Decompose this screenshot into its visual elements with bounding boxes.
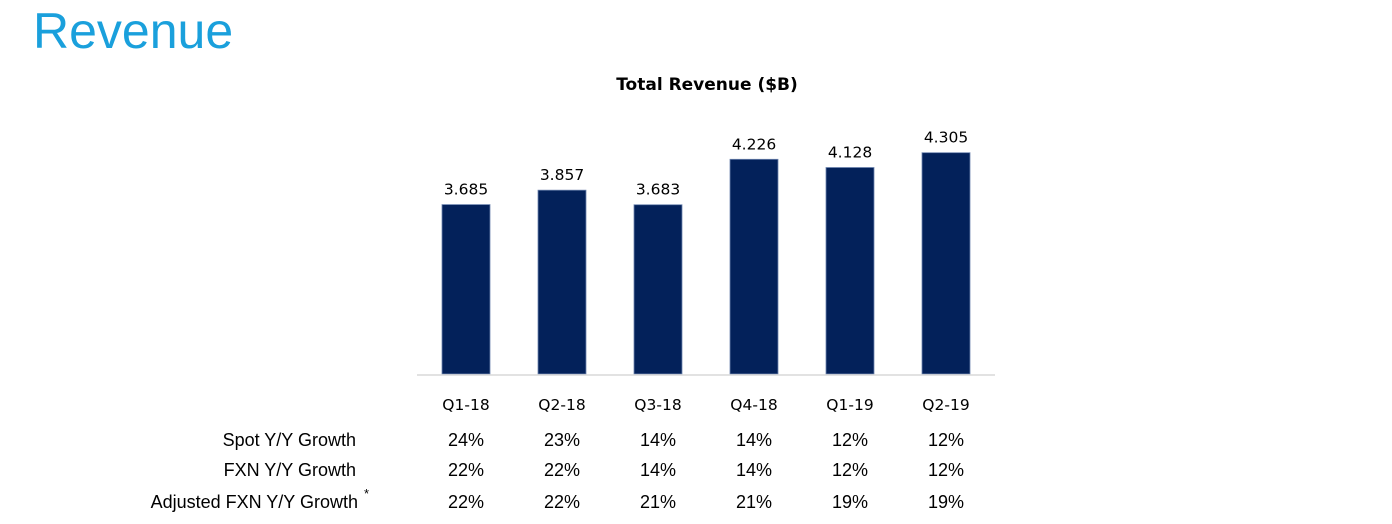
table-cell: 14% bbox=[640, 460, 676, 480]
x-tick-label: Q1-18 bbox=[442, 396, 489, 414]
table-cell: 14% bbox=[736, 430, 772, 450]
bar-q2-18 bbox=[537, 189, 587, 375]
x-tick-label: Q1-19 bbox=[826, 396, 873, 414]
row-label: Spot Y/Y Growth bbox=[223, 430, 356, 450]
table-cell: 24% bbox=[448, 430, 484, 450]
data-label: 4.226 bbox=[732, 135, 776, 153]
row-label: Adjusted FXN Y/Y Growth bbox=[151, 492, 358, 512]
x-tick-label: Q4-18 bbox=[730, 396, 777, 414]
table-cell: 22% bbox=[448, 460, 484, 480]
growth-table: Spot Y/Y Growth 24% 23% 14% 14% 12% 12%FXN Y/Y… bbox=[151, 430, 964, 512]
bar-q4-18 bbox=[729, 158, 779, 375]
chart-title: Total Revenue ($B) bbox=[616, 75, 798, 95]
bar-q1-19 bbox=[825, 167, 875, 375]
table-cell: 22% bbox=[448, 492, 484, 512]
table-row: Spot Y/Y Growth 24% 23% 14% 14% 12% 12% bbox=[223, 430, 964, 450]
table-cell: 19% bbox=[832, 492, 868, 512]
data-label: 4.305 bbox=[924, 129, 968, 147]
table-row: FXN Y/Y Growth 22% 22% 14% 14% 12% 12% bbox=[224, 460, 964, 480]
table-cell: 14% bbox=[640, 430, 676, 450]
table-cell: 21% bbox=[736, 492, 772, 512]
data-label: 3.857 bbox=[540, 166, 584, 184]
slide-title: Revenue bbox=[33, 3, 234, 59]
x-tick-label: Q2-18 bbox=[538, 396, 585, 414]
table-row: Adjusted FXN Y/Y Growth * 22% 22% 21% 21% 19% 1… bbox=[151, 486, 964, 512]
table-cell: 12% bbox=[928, 460, 964, 480]
x-tick-label: Q2-19 bbox=[922, 396, 969, 414]
bar-q3-18 bbox=[633, 204, 683, 375]
data-label: 3.683 bbox=[636, 181, 680, 199]
footnote-marker: * bbox=[364, 486, 369, 501]
bars-group: 3.685 3.857 3.683 4.226 4.128 4.305 bbox=[441, 129, 971, 375]
table-cell: 23% bbox=[544, 430, 580, 450]
x-tick-label: Q3-18 bbox=[634, 396, 681, 414]
table-cell: 22% bbox=[544, 460, 580, 480]
data-label: 3.685 bbox=[444, 181, 488, 199]
bar-q1-18 bbox=[441, 204, 491, 375]
data-label: 4.128 bbox=[828, 143, 872, 161]
table-cell: 12% bbox=[832, 460, 868, 480]
table-cell: 14% bbox=[736, 460, 772, 480]
bar-q2-19 bbox=[921, 152, 971, 375]
table-cell: 12% bbox=[928, 430, 964, 450]
table-cell: 12% bbox=[832, 430, 868, 450]
table-cell: 19% bbox=[928, 492, 964, 512]
table-cell: 22% bbox=[544, 492, 580, 512]
category-labels: Q1-18 Q2-18 Q3-18 Q4-18 Q1-19 Q2-19 bbox=[442, 396, 969, 414]
row-label: FXN Y/Y Growth bbox=[224, 460, 356, 480]
table-cell: 21% bbox=[640, 492, 676, 512]
